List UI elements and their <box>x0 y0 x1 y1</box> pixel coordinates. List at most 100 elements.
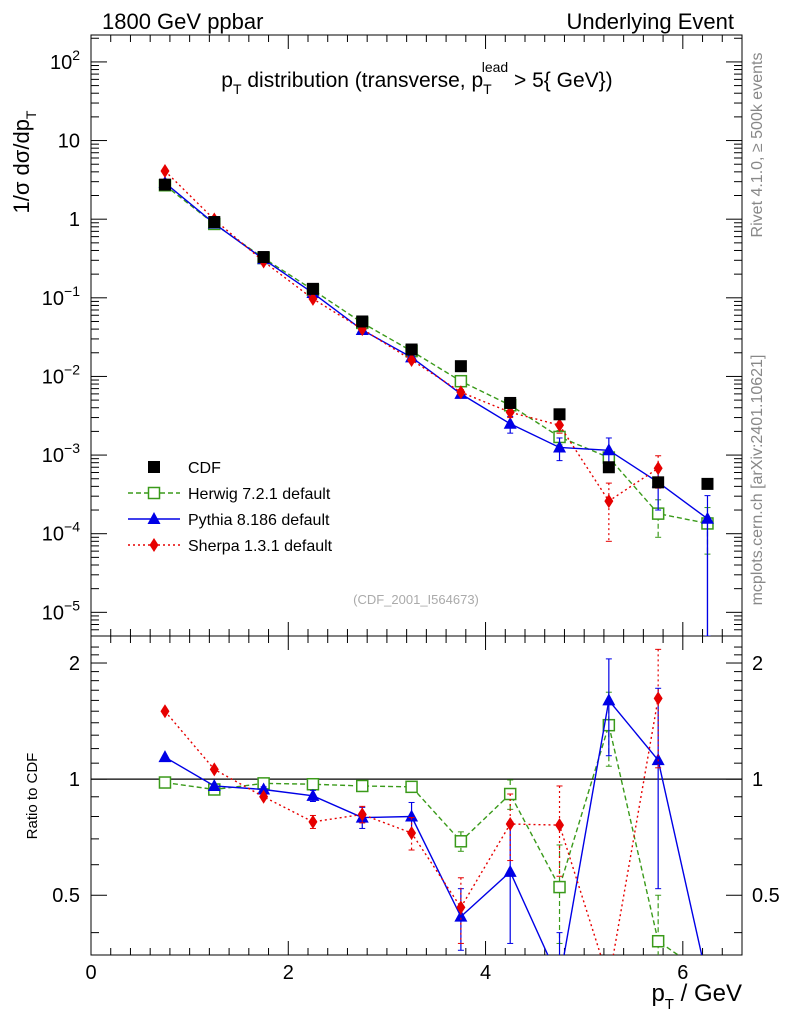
sherpa-ratio-point <box>456 900 466 915</box>
title-p-sub: T <box>233 81 242 97</box>
ylabel-text: 1/σ dσ/dp <box>9 119 34 213</box>
herwig-ratio-point <box>356 779 369 793</box>
pythia-point <box>503 416 517 429</box>
ratio-y-tick-label-right: 1 <box>752 769 763 791</box>
sherpa-ratio-point <box>209 762 219 777</box>
ratio-panel-frame <box>90 635 743 956</box>
plot-title: pT distribution (transverse, pTlead > 5{… <box>221 59 612 97</box>
legend-marker <box>147 512 161 524</box>
herwig-ratio-point <box>454 835 468 848</box>
y-tick-base: 10 <box>50 52 72 74</box>
rivet-version-label: Rivet 4.1.0, ≥ 500k events <box>749 53 766 238</box>
sherpa-point <box>308 291 318 306</box>
ratio-y-tick-label: 1 <box>69 769 80 791</box>
y-tick-exponent: −1 <box>64 283 80 299</box>
pythia-point <box>602 443 616 456</box>
sherpa-point <box>604 494 614 509</box>
legend-marker <box>149 538 159 552</box>
pythia-ratio-point <box>503 864 517 877</box>
sherpa-point <box>653 461 663 476</box>
analysis-watermark: (CDF_2001_I564673) <box>353 592 479 607</box>
y-tick-label: 10−1 <box>42 283 80 310</box>
y-tick-exponent: −5 <box>64 597 80 613</box>
sherpa-ratio-point <box>555 818 565 833</box>
ratio-y-tick-label-right: 2 <box>752 653 763 675</box>
header-right: Underlying Event <box>566 9 734 34</box>
cdf-point <box>158 178 171 191</box>
sherpa-point <box>555 418 565 433</box>
sherpa-point <box>456 385 466 400</box>
pythia-ratio-point <box>454 909 468 922</box>
herwig-ratio-point <box>553 880 566 894</box>
herwig-line <box>164 184 708 525</box>
sherpa-line <box>164 170 659 503</box>
y-axis-label: 1/σ dσ/dpT <box>9 110 39 213</box>
sherpa-ratio-point <box>259 789 269 804</box>
pythia-point <box>700 511 714 524</box>
y-tick-exponent: −3 <box>64 440 80 456</box>
y-tick-base: 10 <box>42 366 64 388</box>
y-tick-label: 10 <box>58 131 80 153</box>
x-tick-label: 6 <box>677 962 688 984</box>
y-tick-label: 10−4 <box>42 519 80 546</box>
herwig-ratio-point <box>651 934 665 948</box>
ratio-y-tick-label: 0.5 <box>52 885 80 907</box>
sherpa-ratio-point <box>357 807 367 822</box>
sherpa-point <box>407 352 417 367</box>
y-tick-label: 10−3 <box>42 440 80 467</box>
pythia-ratio-point <box>405 809 419 822</box>
title-lead-sup: lead <box>482 59 508 75</box>
x-tick-label: 2 <box>283 962 294 984</box>
ylabel-sub: T <box>23 110 39 119</box>
cdf-point <box>553 408 566 421</box>
legend-label: Pythia 8.186 default <box>188 512 330 529</box>
cdf-point <box>652 476 665 489</box>
y-tick-base: 1 <box>69 209 80 231</box>
xlabel-sub: T <box>665 996 674 1013</box>
title-p: p <box>221 69 233 92</box>
main-plot-area <box>158 164 714 636</box>
y-tick-base: 10 <box>42 602 64 624</box>
y-tick-exponent: −2 <box>64 361 80 377</box>
legend-label: Herwig 7.2.1 default <box>188 486 331 503</box>
y-tick-label: 10−5 <box>42 597 80 624</box>
ratio-y-tick-label: 2 <box>69 653 80 675</box>
pythia-ratio-point <box>257 782 271 795</box>
sherpa-ratio-point <box>308 814 318 829</box>
pythia-ratio-point <box>602 693 616 706</box>
cdf-point <box>504 396 517 409</box>
x-axis-label: pT / GeV <box>651 980 742 1013</box>
sherpa-ratio-point <box>160 704 170 719</box>
pythia-line <box>164 182 708 520</box>
cdf-point <box>405 343 418 356</box>
y-tick-base: 10 <box>42 445 64 467</box>
cdf-point <box>356 315 369 328</box>
herwig-ratio-point <box>158 776 172 789</box>
cdf-point <box>602 461 615 474</box>
y-tick-label: 1 <box>69 209 80 231</box>
cdf-point <box>454 360 467 373</box>
pythia-ratio-point <box>158 750 172 763</box>
x-tick-label: 0 <box>85 962 96 984</box>
herwig-ratio-point <box>405 780 418 794</box>
y-tick-label: 10−2 <box>42 361 80 388</box>
ratio-y-tick-label-right: 0.5 <box>752 885 780 907</box>
pythia-ratio-point <box>306 788 320 801</box>
sherpa-ratio-point <box>653 691 663 706</box>
cdf-point <box>701 477 714 490</box>
sherpa-ratio-point <box>505 817 515 832</box>
herwig-ratio-point <box>306 777 320 791</box>
legend: CDF Herwig 7.2.1 default Pythia 8.186 defa… <box>128 460 333 555</box>
y-tick-exponent: −4 <box>64 519 80 535</box>
sherpa-point <box>160 164 170 179</box>
y-tick-base: 10 <box>42 288 64 310</box>
cdf-point <box>257 251 270 264</box>
ratio-y-axis-label: Ratio to CDF <box>24 753 41 840</box>
pythia-ratio-line <box>164 698 703 955</box>
title-tail: > 5{ GeV}) <box>508 69 613 92</box>
cdf-point <box>306 282 319 295</box>
y-tick-base: 10 <box>42 524 64 546</box>
x-tick-label: 4 <box>480 962 491 984</box>
cdf-point <box>208 216 221 229</box>
